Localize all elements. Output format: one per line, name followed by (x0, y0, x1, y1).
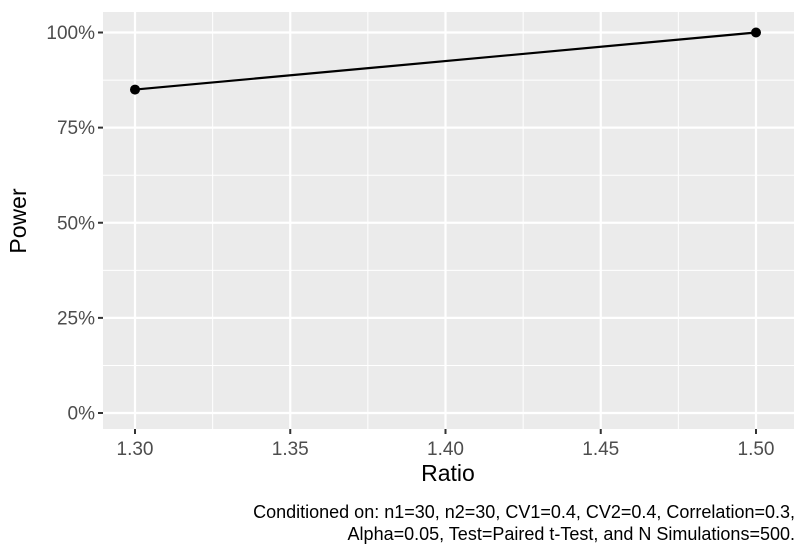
y-tick-label: 25% (57, 308, 95, 329)
caption-line-1: Conditioned on: n1=30, n2=30, CV1=0.4, C… (253, 502, 795, 522)
x-tick-label: 1.45 (582, 439, 619, 460)
x-tick-label: 1.30 (117, 439, 154, 460)
y-tick-label: 100% (46, 23, 95, 44)
y-tick-label: 75% (57, 118, 95, 139)
y-tick-label: 0% (68, 404, 96, 425)
caption-line-2: Alpha=0.05, Test=Paired t-Test, and N Si… (347, 524, 795, 544)
y-axis-title: Power (5, 188, 31, 254)
data-point (751, 27, 761, 38)
x-tick-label: 1.35 (272, 439, 309, 460)
series-line (134, 31, 757, 91)
y-tick-label: 50% (57, 213, 95, 234)
panel-background (103, 12, 794, 429)
x-tick-label: 1.50 (738, 439, 775, 460)
data-point (130, 84, 140, 95)
x-tick-label: 1.40 (427, 439, 464, 460)
chart-plot-area: 1.30 1.35 1.40 1.45 1.50 0% 25% 50% 75% 100% (46, 12, 794, 460)
x-axis-title: Ratio (421, 460, 475, 486)
chart-caption: Conditioned on: n1=30, n2=30, CV1=0.4, C… (0, 501, 795, 545)
